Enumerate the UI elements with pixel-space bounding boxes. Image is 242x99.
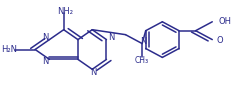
- Text: H₂N: H₂N: [1, 45, 17, 54]
- Text: N: N: [90, 68, 97, 77]
- Text: N: N: [42, 33, 48, 42]
- Text: O: O: [217, 36, 223, 45]
- Text: OH: OH: [219, 17, 232, 26]
- Text: N: N: [108, 33, 114, 42]
- Text: NH₂: NH₂: [57, 7, 73, 16]
- Text: N: N: [140, 37, 146, 46]
- Text: CH₃: CH₃: [135, 56, 149, 65]
- Text: N: N: [42, 57, 48, 66]
